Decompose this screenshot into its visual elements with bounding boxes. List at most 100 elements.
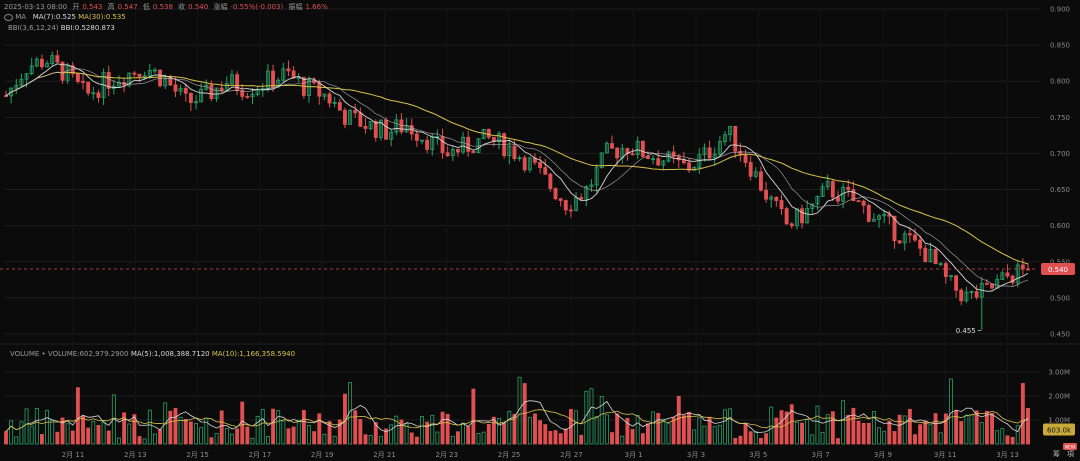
volume-bar: [681, 415, 686, 445]
eye-icon[interactable]: [4, 13, 13, 21]
time-tick-label: 3月 3: [687, 451, 705, 459]
volume-bar: [378, 436, 383, 445]
change-value: -0.55%(-0.003): [230, 3, 284, 11]
chip-button[interactable]: 筹: [1053, 450, 1060, 458]
candle-body: [286, 68, 291, 72]
candle-body: [836, 196, 840, 202]
candle-body: [871, 218, 876, 222]
amplitude-label: 振幅: [288, 3, 303, 11]
volume-bar: [697, 417, 702, 445]
candle-body: [553, 188, 558, 200]
volume-bar: [219, 410, 224, 445]
volume-bar: [117, 437, 121, 445]
volume-bar: [70, 430, 75, 445]
volume-bar: [769, 406, 774, 445]
volume-bar: [50, 419, 55, 445]
change-label: 涨幅: [213, 3, 228, 11]
item-button[interactable]: 項: [1067, 450, 1074, 458]
candle-body: [450, 148, 455, 157]
candle-body: [656, 158, 661, 166]
high-label: 高: [107, 3, 115, 11]
price-tick-label: 0.800: [1050, 78, 1070, 86]
candle-body: [789, 223, 794, 227]
volume-bar: [923, 420, 928, 445]
volume-bar: [389, 424, 394, 445]
candle-body: [245, 96, 250, 98]
candle-body: [75, 73, 80, 82]
volume-bar: [646, 423, 650, 445]
volume-bar: [188, 421, 193, 445]
volume-bar: [271, 408, 275, 445]
volume-bar: [486, 424, 491, 445]
volume-bar: [122, 412, 127, 445]
candle-body: [764, 189, 769, 200]
volume-bar: [96, 425, 101, 445]
volume-bar: [553, 430, 558, 445]
volume-bar: [291, 426, 296, 445]
high-value: 0.547: [117, 3, 138, 11]
candle-body: [440, 136, 445, 154]
volume-bar: [599, 396, 604, 445]
volume-bar: [183, 418, 188, 445]
volume-bar: [861, 422, 866, 445]
current-volume-tag: [1043, 423, 1075, 436]
candle-body: [1015, 264, 1020, 284]
volume-bar: [615, 413, 620, 445]
volume-bar: [440, 411, 445, 445]
volume-bar: [384, 428, 388, 445]
volume-bar: [404, 423, 409, 445]
volume-bar: [194, 423, 198, 445]
candle-body: [538, 162, 543, 168]
candle-body: [425, 139, 430, 150]
volume-bar: [866, 422, 871, 445]
volume-bar: [928, 424, 933, 445]
candle-body: [219, 87, 224, 91]
candle-body: [91, 92, 96, 95]
current-price-text: 0.540: [1048, 266, 1068, 274]
volume-bar: [158, 429, 163, 445]
candle-body: [687, 162, 691, 171]
candle-body: [820, 186, 825, 197]
volume-bar: [538, 420, 543, 445]
volume-bar: [964, 414, 969, 445]
time-tick-label: 3月 13: [996, 451, 1019, 459]
volume-bar: [702, 425, 707, 445]
volume-bar: [887, 420, 892, 445]
volume-bar: [784, 411, 789, 445]
candle-body: [712, 153, 717, 159]
ma-legend: MA MA(7):0.525 MA(30):0.535: [4, 13, 126, 21]
volume-bar: [445, 413, 450, 445]
volume-bar: [943, 413, 948, 445]
candle-body: [142, 75, 147, 78]
volume-bar: [800, 422, 804, 445]
volume-bar: [604, 414, 609, 445]
volume-bar: [533, 413, 537, 445]
volume-bar: [574, 410, 579, 445]
volume-bar: [810, 434, 815, 445]
candle-body: [455, 148, 460, 153]
candle-body: [563, 200, 568, 211]
volume-bar: [173, 407, 178, 445]
volume-bar: [507, 410, 512, 445]
candle-body: [81, 81, 85, 83]
bbi-legend: BBI(3,6,12,24) BBI:0.5280.873: [8, 24, 115, 32]
volume-bar: [712, 426, 717, 445]
candle-body: [810, 203, 815, 209]
candle-body: [414, 133, 419, 141]
volume-bar: [497, 418, 501, 445]
candle-body: [676, 156, 681, 161]
candle-body: [943, 263, 948, 278]
volume-bar: [897, 414, 902, 445]
candle-body: [445, 152, 450, 157]
volume-bar: [152, 433, 157, 445]
volume-bar: [435, 431, 440, 445]
volume-bar: [913, 434, 917, 445]
volume-bar: [836, 438, 840, 445]
volume-bar: [1000, 428, 1005, 445]
candle-body: [589, 184, 594, 188]
volume-bar: [748, 431, 753, 445]
candle-body: [178, 87, 183, 92]
volume-bar: [1015, 425, 1020, 445]
candle-body: [907, 233, 912, 236]
